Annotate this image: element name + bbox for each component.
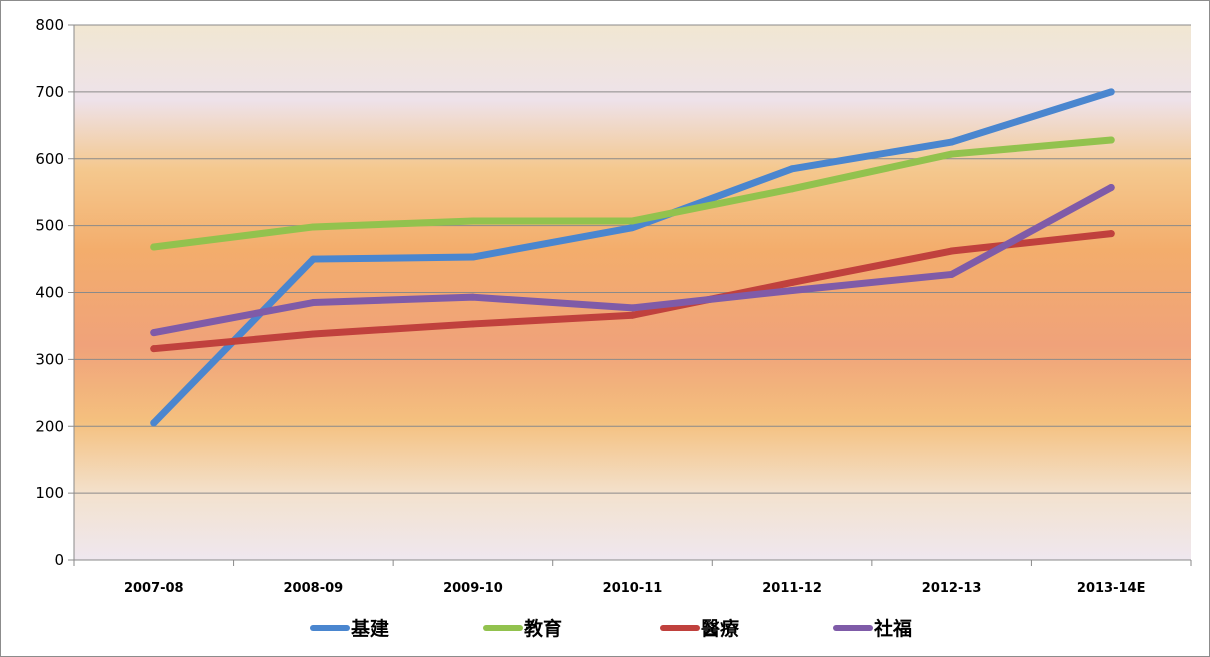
data-point [309,330,317,338]
x-tick-label: 2007-08 [124,581,184,596]
data-point [629,304,636,312]
legend-label: 醫療 [701,617,740,640]
data-point [629,311,636,319]
y-tick-label: 700 [35,83,64,101]
legend-label: 基建 [350,617,389,640]
data-point [788,286,796,294]
data-point [309,299,317,307]
x-tick-label: 2013-14E [1077,581,1146,596]
data-point [469,253,477,261]
data-point [629,217,636,225]
data-point [1107,136,1115,144]
data-point [150,329,158,337]
data-point [948,138,956,146]
data-point [309,223,317,231]
y-tick-label: 300 [35,350,64,368]
data-point [948,247,956,255]
y-tick-label: 600 [35,150,64,168]
y-tick-label: 500 [35,217,64,235]
y-tick-label: 0 [54,551,64,569]
data-point [948,150,956,158]
x-tick-label: 2010-11 [603,581,663,596]
x-tick-label: 2012-13 [922,581,982,596]
x-tick-label: 2009-10 [443,581,503,596]
y-tick-label: 400 [35,284,64,302]
data-point [948,270,956,278]
data-point [788,278,796,286]
data-point [469,320,477,328]
data-point [788,185,796,193]
data-point [1107,184,1115,192]
data-point [150,345,158,353]
data-point [469,217,477,225]
data-point [150,243,158,251]
data-point [629,224,636,232]
data-point [309,255,317,263]
legend-label: 社福 [873,617,912,640]
data-point [1107,88,1115,96]
x-tick-label: 2008-09 [284,581,344,596]
y-tick-label: 200 [35,417,64,435]
legend-label: 教育 [524,617,562,640]
data-point [788,165,796,173]
y-tick-label: 800 [35,16,64,34]
y-tick-label: 100 [35,484,64,502]
data-point [469,293,477,301]
x-tick-label: 2011-12 [762,581,822,596]
data-point [150,419,158,427]
data-point [1107,230,1115,238]
